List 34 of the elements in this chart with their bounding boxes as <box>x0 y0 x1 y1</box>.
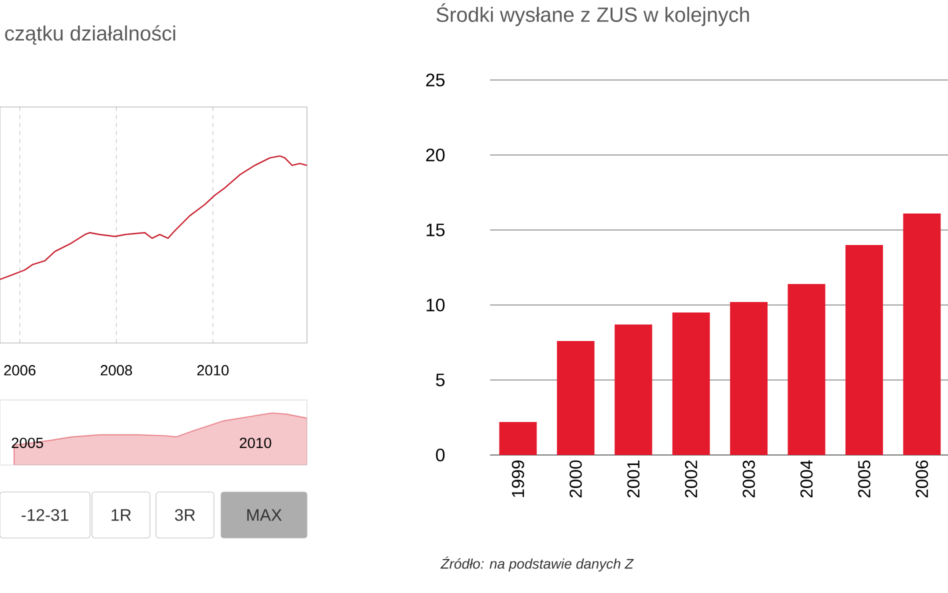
x-tick-label: 2005 <box>858 460 870 498</box>
x-tick-label: 1999 <box>512 460 524 497</box>
bar <box>845 245 883 455</box>
text: -12-31 <box>22 509 68 521</box>
chart-title: Środki wysłane z ZUS w kolejnych <box>436 3 749 26</box>
text: Źródło: na podstawie danych Z <box>440 556 634 572</box>
x-tick-label: 2010 <box>197 365 229 376</box>
x-tick-label: 2006 <box>916 460 928 498</box>
bar <box>730 302 768 455</box>
y-tick-label: 15 <box>426 224 445 236</box>
text: 3R <box>174 509 195 521</box>
x-tick-label: 2000 <box>570 460 582 498</box>
y-tick-label: 5 <box>436 374 445 386</box>
bar <box>788 284 826 455</box>
bar <box>499 422 537 455</box>
x-tick-label: 2005 <box>12 438 44 448</box>
y-tick-label: 10 <box>426 298 445 312</box>
y-tick-label: 25 <box>426 74 445 86</box>
x-tick-label: 2006 <box>4 365 36 376</box>
text: MAX <box>247 509 282 521</box>
chart-title: czątku działalności <box>5 25 176 45</box>
bar <box>672 312 710 455</box>
text: 1R <box>112 509 131 521</box>
x-tick-label: 2002 <box>684 460 698 498</box>
y-tick-label: 0 <box>436 448 445 462</box>
x-tick-label: 2008 <box>100 365 132 376</box>
x-tick-label: 2010 <box>240 438 272 448</box>
x-tick-label: 2004 <box>800 460 813 498</box>
bar <box>903 213 941 455</box>
x-tick-label: 2001 <box>627 460 640 498</box>
y-tick-label: 20 <box>426 148 445 162</box>
bar <box>614 324 652 455</box>
bar <box>556 340 594 455</box>
x-tick-label: 2003 <box>742 460 755 498</box>
